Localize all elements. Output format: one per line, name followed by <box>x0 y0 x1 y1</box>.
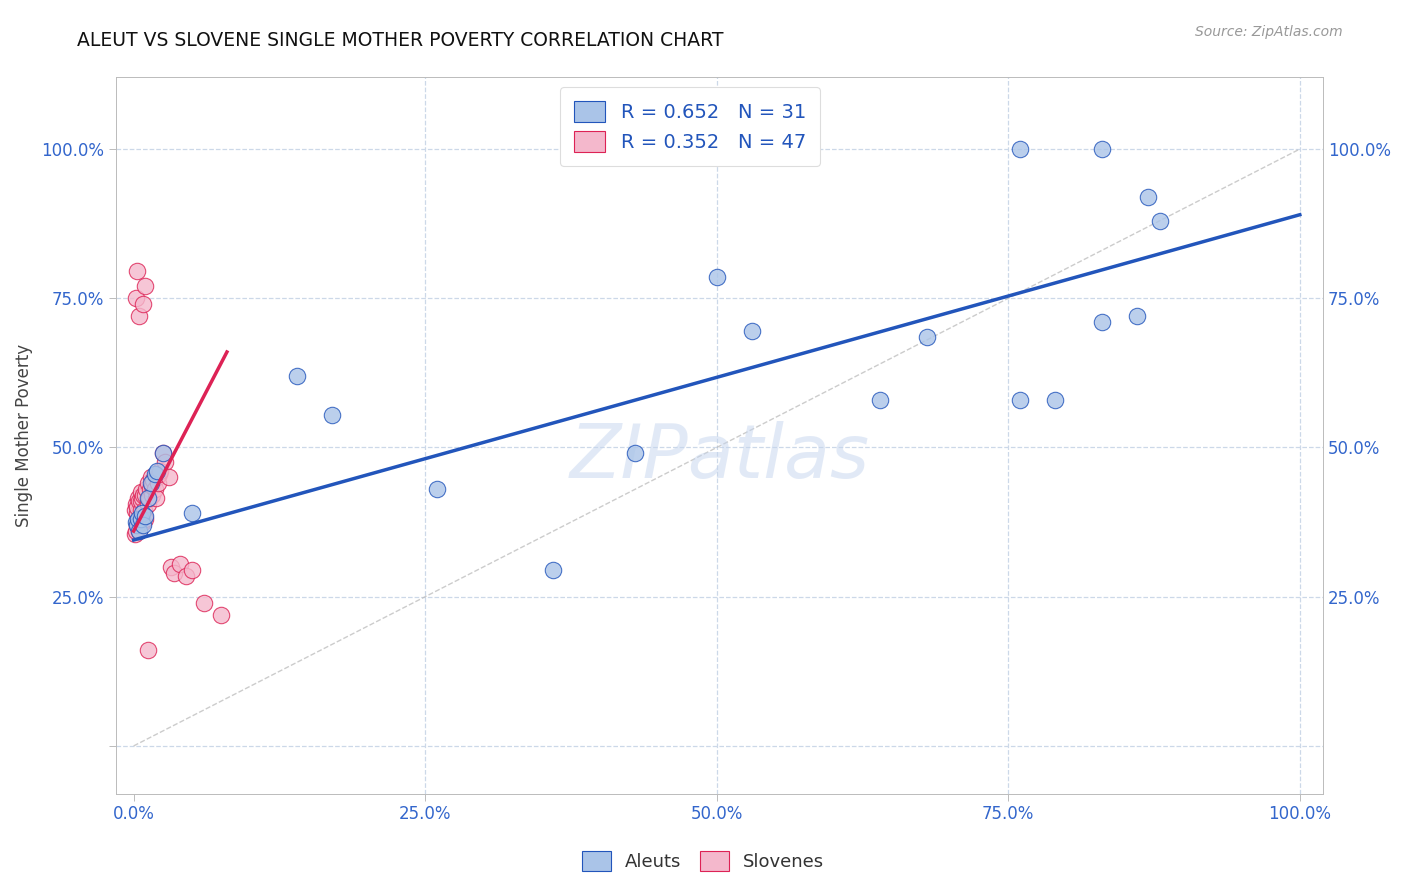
Point <box>134 512 156 526</box>
Point <box>1008 142 1031 156</box>
Point <box>193 596 215 610</box>
Point <box>128 524 150 538</box>
Point <box>136 497 159 511</box>
Point <box>136 491 159 506</box>
Point <box>132 297 155 311</box>
Point <box>131 491 153 506</box>
Point <box>131 506 153 520</box>
Point <box>127 506 149 520</box>
Point <box>141 488 163 502</box>
Point <box>129 485 152 500</box>
Point <box>143 467 166 482</box>
Point <box>148 467 170 482</box>
Text: ALEUT VS SLOVENE SINGLE MOTHER POVERTY CORRELATION CHART: ALEUT VS SLOVENE SINGLE MOTHER POVERTY C… <box>77 31 724 50</box>
Point <box>125 497 148 511</box>
Point <box>1043 392 1066 407</box>
Point <box>706 270 728 285</box>
Point <box>127 518 149 533</box>
Point <box>124 527 146 541</box>
Point <box>134 509 156 524</box>
Text: ZIPatlas: ZIPatlas <box>569 421 870 493</box>
Point <box>128 524 150 538</box>
Point <box>127 512 149 526</box>
Point <box>141 479 163 493</box>
Point <box>1149 213 1171 227</box>
Text: Source: ZipAtlas.com: Source: ZipAtlas.com <box>1195 25 1343 39</box>
Point <box>169 557 191 571</box>
Point <box>139 476 162 491</box>
Point <box>139 470 162 484</box>
Legend: Aleuts, Slovenes: Aleuts, Slovenes <box>575 844 831 879</box>
Point <box>129 494 152 508</box>
Legend: R = 0.652   N = 31, R = 0.352   N = 47: R = 0.652 N = 31, R = 0.352 N = 47 <box>561 87 820 166</box>
Point <box>125 291 148 305</box>
Point <box>163 566 186 580</box>
Point <box>124 503 146 517</box>
Point <box>543 563 565 577</box>
Point <box>1090 142 1112 156</box>
Point <box>1137 190 1160 204</box>
Point <box>869 392 891 407</box>
Point <box>129 503 152 517</box>
Point <box>127 518 149 533</box>
Point <box>136 476 159 491</box>
Point <box>181 563 204 577</box>
Point <box>142 473 165 487</box>
Point <box>129 512 152 526</box>
Y-axis label: Single Mother Poverty: Single Mother Poverty <box>15 344 32 527</box>
Point <box>426 483 449 497</box>
Point <box>127 264 149 278</box>
Point <box>1090 315 1112 329</box>
Point <box>153 455 176 469</box>
Point <box>125 524 148 538</box>
Point <box>152 446 174 460</box>
Point <box>131 512 153 526</box>
Point <box>181 506 204 520</box>
Point <box>125 515 148 529</box>
Point <box>146 464 169 478</box>
Point <box>127 515 149 529</box>
Point <box>741 324 763 338</box>
Point <box>134 488 156 502</box>
Point <box>285 368 308 383</box>
Point <box>146 470 169 484</box>
Point <box>1125 309 1147 323</box>
Point <box>138 491 160 506</box>
Point <box>135 483 157 497</box>
Point <box>127 491 149 506</box>
Point <box>146 476 169 491</box>
Point <box>134 279 156 293</box>
Point <box>132 515 155 529</box>
Point <box>132 488 155 502</box>
Point <box>1008 392 1031 407</box>
Point <box>157 470 180 484</box>
Point <box>915 330 938 344</box>
Point <box>152 446 174 460</box>
Point <box>128 494 150 508</box>
Point <box>136 643 159 657</box>
Point <box>149 464 172 478</box>
Point <box>321 408 343 422</box>
Point <box>139 483 162 497</box>
Point <box>174 569 197 583</box>
Point <box>128 515 150 529</box>
Point <box>209 607 232 622</box>
Point <box>132 518 155 533</box>
Point <box>127 500 149 515</box>
Point <box>134 503 156 517</box>
Point <box>160 560 183 574</box>
Point <box>624 446 647 460</box>
Point <box>128 309 150 323</box>
Point <box>145 491 167 506</box>
Point <box>143 483 166 497</box>
